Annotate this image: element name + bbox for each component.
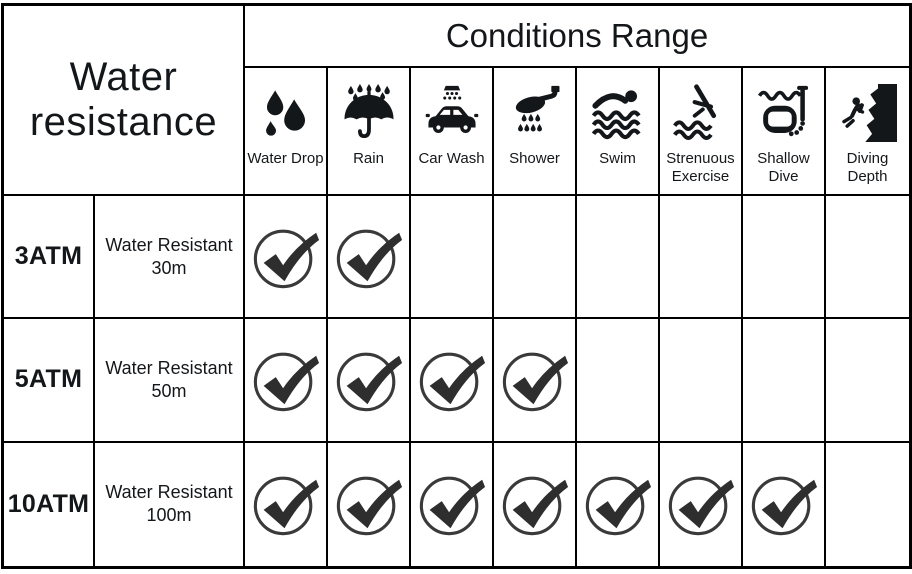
rain-icon [330,76,407,150]
check-icon [500,345,570,415]
rating-description-text: Water Resistant 100m [105,482,233,526]
strenuous-exercise-icon [662,76,739,150]
check-5atm-water-drop [245,319,328,443]
check-10atm-strenuous-exercise [660,442,743,566]
check-5atm-rain [328,319,411,443]
rating-description-3atm: Water Resistant 30m [95,196,245,320]
condition-header-car-wash: Car Wash [411,68,494,196]
check-10atm-shower [494,442,577,566]
rating-label: 3ATM [14,242,83,271]
empty-5atm-strenuous-exercise [660,319,743,443]
empty-3atm-swim [577,196,660,320]
check-icon [417,469,487,539]
check-10atm-water-drop [245,442,328,566]
empty-3atm-strenuous-exercise [660,196,743,320]
rating-5atm: 5ATM [4,319,95,443]
rating-10atm: 10ATM [4,442,95,566]
rating-description-text: Water Resistant 50m [105,357,233,401]
check-icon [500,469,570,539]
empty-3atm-shower [494,196,577,320]
check-10atm-shallow-dive [743,442,826,566]
empty-5atm-shallow-dive [743,319,826,443]
condition-label: Rain [353,150,384,167]
empty-3atm-shallow-dive [743,196,826,320]
check-3atm-rain [328,196,411,320]
water-drop-icon [247,76,324,150]
check-icon [251,345,321,415]
check-icon [334,345,404,415]
empty-5atm-swim [577,319,660,443]
table-title: Water resistance [29,55,218,144]
check-10atm-rain [328,442,411,566]
condition-label: Water Drop [247,150,324,167]
check-5atm-shower [494,319,577,443]
car-wash-icon [413,76,490,150]
condition-header-rain: Rain [328,68,411,196]
condition-label: Strenuous Exercise [666,150,735,185]
condition-label: Swim [599,150,636,167]
check-3atm-water-drop [245,196,328,320]
condition-header-swim: Swim [577,68,660,196]
condition-header-shallow-dive: Shallow Dive [743,68,826,196]
conditions-range-header: Conditions Range [245,6,909,68]
rating-description-5atm: Water Resistant 50m [95,319,245,443]
condition-label: Shower [509,150,560,167]
condition-header-water-drop: Water Drop [245,68,328,196]
condition-header-strenuous-exercise: Strenuous Exercise [660,68,743,196]
table-title-cell: Water resistance [4,6,245,196]
rating-label: 10ATM [7,489,90,518]
swim-icon [579,76,656,150]
water-resistance-table: Water resistance Conditions Range Water … [1,3,912,569]
condition-header-shower: Shower [494,68,577,196]
check-icon [334,469,404,539]
empty-10atm-diving-depth [826,442,909,566]
check-icon [251,469,321,539]
empty-5atm-diving-depth [826,319,909,443]
check-icon [666,469,736,539]
condition-label: Shallow Dive [757,150,810,185]
condition-header-diving-depth: Diving Depth [826,68,909,196]
check-icon [334,222,404,292]
rating-3atm: 3ATM [4,196,95,320]
check-icon [749,469,819,539]
check-10atm-car-wash [411,442,494,566]
check-5atm-car-wash [411,319,494,443]
shower-icon [496,76,573,150]
rating-label: 5ATM [14,365,83,394]
check-icon [583,469,653,539]
rating-description-10atm: Water Resistant 100m [95,442,245,566]
rating-description-text: Water Resistant 30m [105,234,233,278]
check-10atm-swim [577,442,660,566]
empty-3atm-diving-depth [826,196,909,320]
conditions-range-label: Conditions Range [445,17,709,54]
shallow-dive-icon [745,76,822,150]
check-icon [251,222,321,292]
diving-depth-icon [828,76,907,150]
empty-3atm-car-wash [411,196,494,320]
condition-label: Car Wash [418,150,485,167]
condition-label: Diving Depth [846,150,889,185]
check-icon [417,345,487,415]
